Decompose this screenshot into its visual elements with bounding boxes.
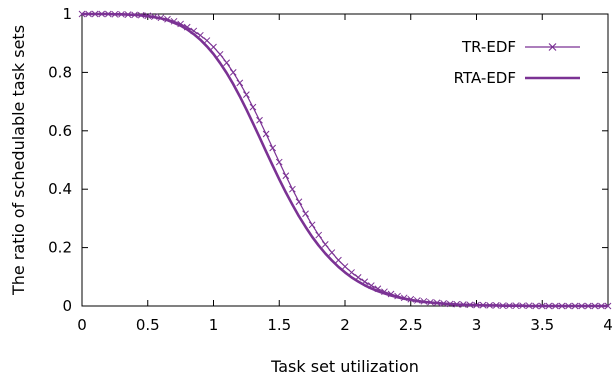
data-point-tr-edf [249,103,257,111]
plot-frame [81,13,609,307]
data-point-tr-edf [275,158,283,166]
series-line-rta-edf [82,12,608,308]
series-layer [78,10,612,310]
data-point-tr-edf [269,144,277,152]
data-point-tr-edf [210,43,217,51]
legend: TR-EDF RTA-EDF [454,38,580,87]
data-point-tr-edf [321,241,329,248]
x-tick-label: 0.5 [136,316,160,334]
x-tick-label: 1.5 [267,316,291,334]
legend-label-tr-edf: TR-EDF [461,38,516,56]
data-point-tr-edf [308,221,316,229]
y-tick-label: 0.8 [48,63,72,81]
legend-marker-tr-edf [548,43,557,51]
series-line-tr-edf [82,13,608,307]
legend-label-rta-edf: RTA-EDF [454,69,516,87]
data-point-tr-edf [289,185,296,193]
data-point-tr-edf [223,59,231,67]
x-tick-label: 0 [77,316,87,334]
data-point-tr-edf [256,116,263,124]
x-tick-label: 2 [340,316,350,334]
data-point-tr-edf [341,263,349,270]
data-point-tr-edf [262,130,270,138]
x-tick-label: 2.5 [399,316,423,334]
data-point-tr-edf [328,249,336,256]
x-axis: 0 0.5 1 1.5 2 2.5 3 3.5 4 [77,14,613,334]
x-tick-label: 3.5 [530,316,554,334]
y-axis: 0 0.2 0.4 0.6 0.8 1 [48,5,608,315]
data-point-tr-edf [295,198,303,206]
data-point-tr-edf [216,50,224,58]
y-tick-label: 0.2 [48,239,72,257]
y-tick-label: 0.4 [48,180,72,198]
data-point-tr-edf [315,231,323,239]
data-point-tr-edf [229,69,237,76]
x-tick-label: 1 [209,316,219,334]
x-tick-label: 3 [472,316,482,334]
y-tick-label: 0.6 [48,122,72,140]
data-point-tr-edf [335,256,342,264]
data-point-tr-edf [236,79,244,87]
data-point-tr-edf [302,210,309,218]
x-axis-label: Task set utilization [270,357,419,376]
x-tick-label: 4 [603,316,613,334]
y-tick-label: 0 [62,297,72,315]
data-point-tr-edf [243,91,250,98]
y-tick-label: 1 [62,5,72,23]
y-axis-label: The ratio of schedulable task sets [9,25,28,296]
data-point-tr-edf [282,172,290,180]
